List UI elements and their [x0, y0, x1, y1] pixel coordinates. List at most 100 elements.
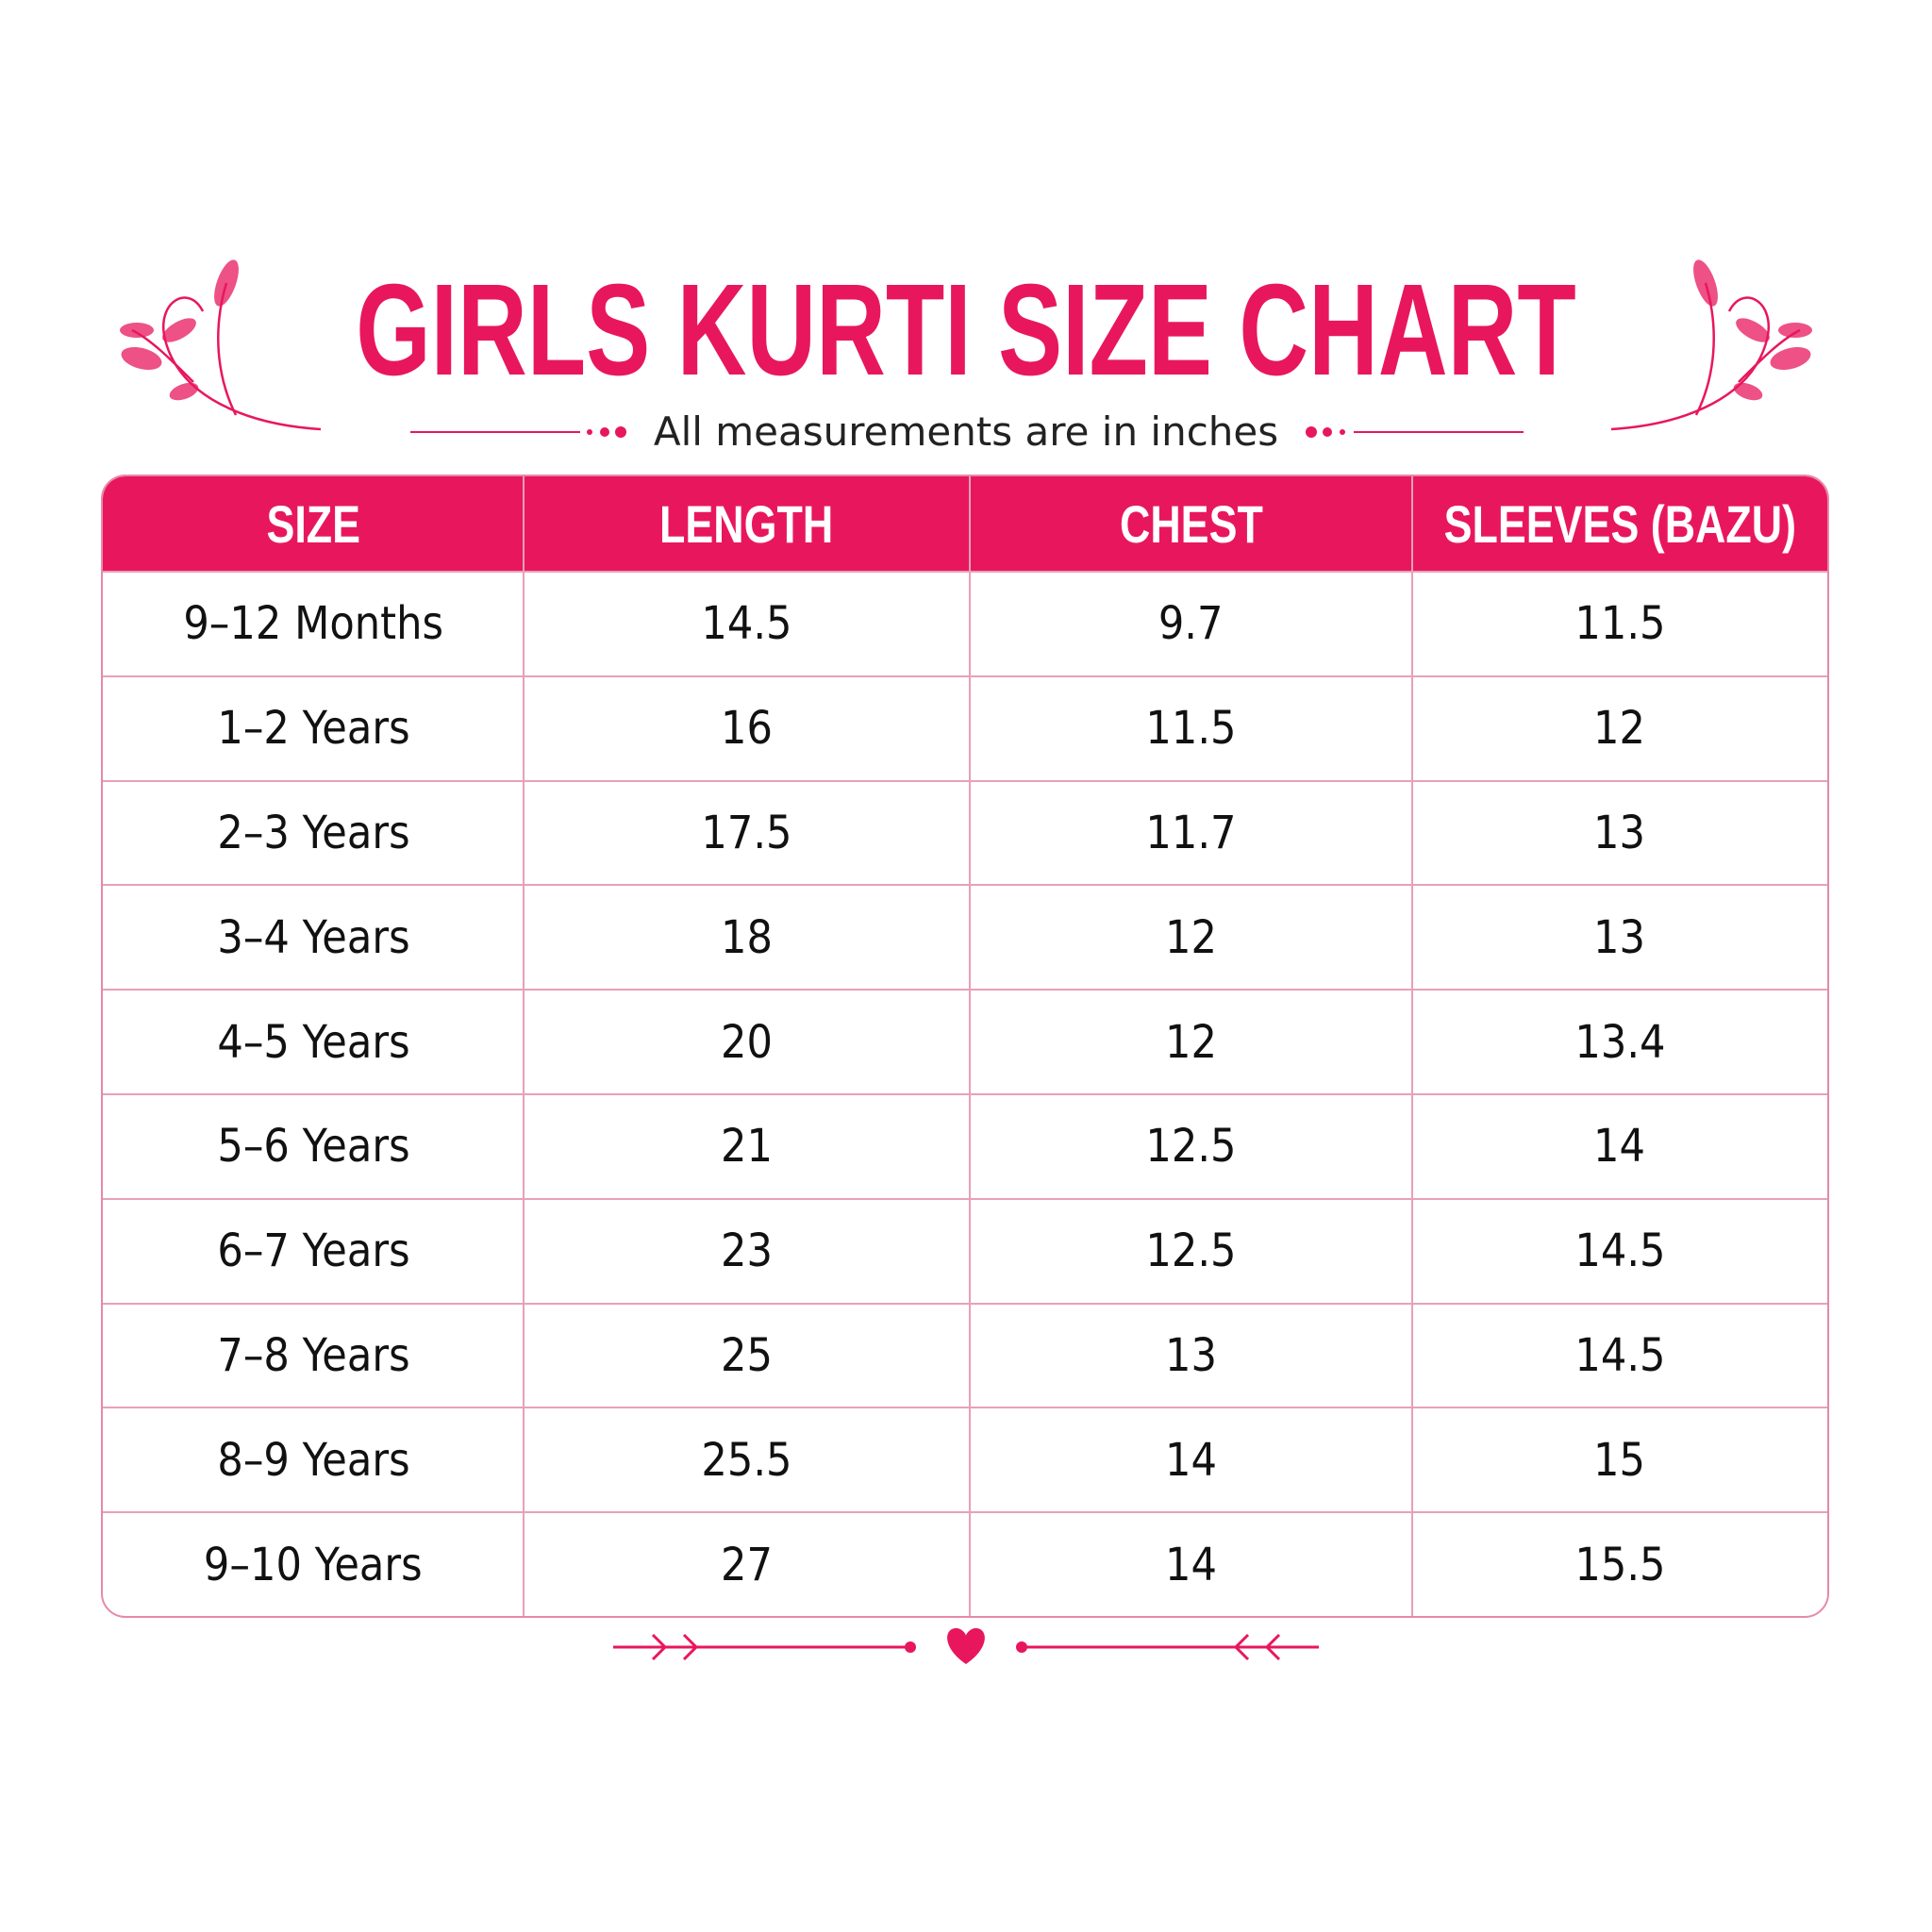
table-cell-text: 14: [1165, 1433, 1217, 1487]
table-cell: 9–10 Years: [103, 1511, 524, 1616]
table-cell: 9.7: [970, 571, 1412, 675]
vine-left-leaves: [120, 259, 239, 401]
table-cell: 13: [970, 1302, 1412, 1407]
header-cell-text: CHEST: [1119, 493, 1263, 554]
table-cell: 8–9 Years: [103, 1407, 524, 1511]
table-cell: 14.5: [1412, 1197, 1827, 1303]
footer-dots: [905, 1627, 1027, 1664]
table-cell-text: 6–7 Years: [216, 1224, 410, 1278]
table-cell-text: 14.5: [701, 597, 792, 651]
table-cell: 14: [970, 1407, 1412, 1511]
table-cell: 14: [970, 1511, 1412, 1616]
table-cell: 12: [1412, 675, 1827, 780]
table-cell-text: 4–5 Years: [216, 1015, 410, 1069]
table-cell: 2–3 Years: [103, 779, 524, 885]
table-cell-text: 14: [1593, 1120, 1646, 1174]
table-cell-text: 8–9 Years: [216, 1433, 410, 1487]
table-cell-text: 13: [1593, 910, 1646, 964]
table-cell: 12.5: [970, 1197, 1412, 1303]
table-cell: 5–6 Years: [103, 1093, 524, 1198]
table-cell-text: 1–2 Years: [216, 702, 410, 756]
table-cell-text: 2–3 Years: [216, 806, 410, 859]
table-cell: 9–12 Months: [103, 571, 524, 675]
table-cell: 13.4: [1412, 989, 1827, 1093]
table-cell-text: 12: [1165, 910, 1217, 964]
table-cell: 11.5: [1412, 571, 1827, 675]
table-cell: 15: [1412, 1407, 1827, 1511]
header-cell-text: LENGTH: [659, 493, 834, 554]
table-cell-text: 15.5: [1574, 1538, 1666, 1591]
table-cell-text: 23: [721, 1224, 773, 1278]
table-cell-text: 20: [721, 1015, 773, 1069]
table-cell-text: 18: [721, 910, 773, 964]
table-cell-text: 7–8 Years: [216, 1328, 410, 1382]
table-cell: 15.5: [1412, 1511, 1827, 1616]
table-cell-text: 15: [1593, 1433, 1646, 1487]
table-cell: 17.5: [524, 779, 970, 885]
table-cell-text: 11.5: [1574, 597, 1666, 651]
table-cell-text: 14.5: [1574, 1328, 1666, 1382]
table-cell: 7–8 Years: [103, 1302, 524, 1407]
table-cell-text: 9–10 Years: [204, 1538, 423, 1591]
table-cell: 4–5 Years: [103, 989, 524, 1093]
table-cell: 27: [524, 1511, 970, 1616]
table-cell: 11.7: [970, 779, 1412, 885]
size-table: SIZE LENGTH CHEST SLEEVES (BAZU) 9–12 Months…: [101, 475, 1829, 1618]
footer-ornament: [613, 1633, 1319, 1661]
table-cell: 3–4 Years: [103, 884, 524, 989]
column-divider: [1411, 476, 1413, 1616]
table-cell: 16: [524, 675, 970, 780]
table-cell-text: 25: [721, 1328, 773, 1382]
table-cell-text: 13: [1593, 806, 1646, 859]
table-cell: 1–2 Years: [103, 675, 524, 780]
table-cell: 13: [1412, 779, 1827, 885]
table-cell-text: 9–12 Months: [183, 597, 443, 651]
heart: [947, 1627, 985, 1664]
table-cell-text: 25.5: [701, 1433, 792, 1487]
header-cell: SLEEVES (BAZU): [1412, 476, 1827, 571]
title: GIRLS KURTI SIZE CHART: [356, 258, 1576, 403]
table-cell: 11.5: [970, 675, 1412, 780]
vine-right-leaves: [1693, 259, 1812, 401]
table-cell-text: 3–4 Years: [216, 910, 410, 964]
table-cell-text: 12.5: [1145, 1224, 1237, 1278]
table-cell-text: 11.7: [1145, 806, 1237, 859]
table-cell: 12: [970, 884, 1412, 989]
table-cell-text: 9.7: [1158, 597, 1224, 651]
subtitle-dots: [587, 426, 1345, 438]
table-cell: 18: [524, 884, 970, 989]
column-divider: [969, 476, 971, 1616]
table-cell: 21: [524, 1093, 970, 1198]
table-cell: 13: [1412, 884, 1827, 989]
table-cell-text: 12: [1165, 1015, 1217, 1069]
column-divider: [523, 476, 525, 1616]
header-cell: SIZE: [103, 476, 524, 571]
table-cell-text: 17.5: [701, 806, 792, 859]
header-cell: LENGTH: [524, 476, 970, 571]
header-cell-text: SLEEVES (BAZU): [1443, 493, 1796, 554]
table-cell-text: 12.5: [1145, 1120, 1237, 1174]
table-cell-text: 12: [1593, 702, 1646, 756]
table-cell: 25.5: [524, 1407, 970, 1511]
table-cell-text: 27: [721, 1538, 773, 1591]
table-cell: 12.5: [970, 1093, 1412, 1198]
table-cell: 6–7 Years: [103, 1197, 524, 1303]
table-cell-text: 13.4: [1574, 1015, 1666, 1069]
table-cell-text: 13: [1165, 1328, 1217, 1382]
table-cell: 14: [1412, 1093, 1827, 1198]
table-cell-text: 16: [721, 702, 773, 756]
table-cell-text: 5–6 Years: [216, 1120, 410, 1174]
header-cell-text: SIZE: [266, 493, 360, 554]
table-cell: 20: [524, 989, 970, 1093]
table-cell-text: 14: [1165, 1538, 1217, 1591]
table-cell: 14.5: [1412, 1302, 1827, 1407]
table-cell-text: 11.5: [1145, 702, 1237, 756]
header-cell: CHEST: [970, 476, 1412, 571]
table-cell: 25: [524, 1302, 970, 1407]
table-cell-text: 14.5: [1574, 1224, 1666, 1278]
table-cell: 23: [524, 1197, 970, 1303]
table-cell-text: 21: [721, 1120, 773, 1174]
subtitle: All measurements are in inches: [653, 408, 1279, 455]
